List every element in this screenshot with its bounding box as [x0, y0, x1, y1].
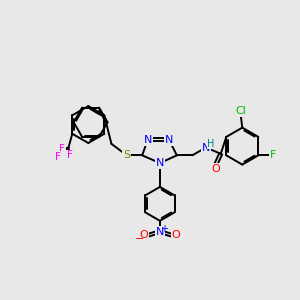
Text: Cl: Cl	[235, 106, 246, 116]
Text: N: N	[143, 135, 152, 145]
Text: +: +	[160, 224, 168, 233]
Text: H: H	[207, 139, 214, 149]
Text: F: F	[67, 150, 73, 160]
Text: F: F	[59, 144, 65, 154]
Text: N: N	[202, 143, 210, 153]
Text: N: N	[165, 135, 173, 145]
Text: O: O	[211, 164, 220, 174]
Text: S: S	[123, 150, 130, 160]
Text: −: −	[135, 234, 145, 244]
Text: N: N	[156, 158, 164, 168]
Text: O: O	[172, 230, 181, 240]
Text: F: F	[55, 152, 61, 162]
Text: O: O	[140, 230, 148, 240]
Text: F: F	[270, 150, 276, 160]
Text: N: N	[156, 226, 164, 237]
